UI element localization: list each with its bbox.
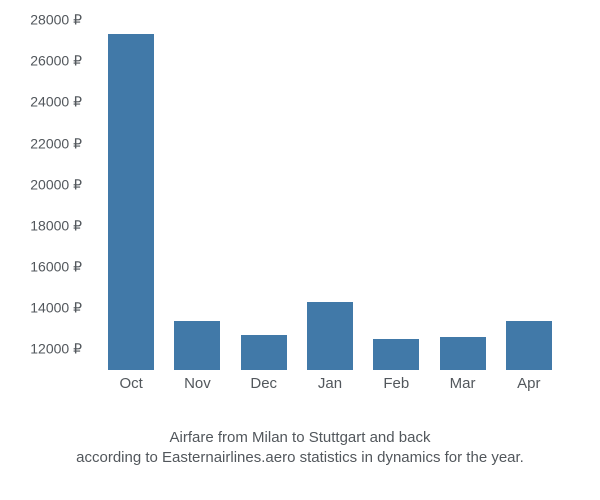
y-tick-label: 14000 ₽ [30,300,82,317]
chart-caption: Airfare from Milan to Stuttgart and back… [20,428,580,469]
bar [108,34,154,370]
x-tick-label: Feb [373,375,419,392]
x-axis: Oct Nov Dec Jan Feb Mar Apr [90,375,570,392]
airfare-chart: 12000 ₽ 14000 ₽ 16000 ₽ 18000 ₽ 20000 ₽ 22000… [20,20,580,410]
bar [307,302,353,370]
bar [373,339,419,370]
bar [506,321,552,370]
y-tick-label: 28000 ₽ [30,12,82,29]
y-tick-label: 24000 ₽ [30,94,82,111]
bar [440,337,486,370]
x-tick-label: Oct [108,375,154,392]
y-tick-label: 16000 ₽ [30,259,82,276]
plot-area [90,20,570,370]
bar [174,321,220,370]
y-tick-label: 20000 ₽ [30,176,82,193]
x-tick-label: Nov [174,375,220,392]
x-tick-label: Jan [307,375,353,392]
x-tick-label: Dec [241,375,287,392]
y-tick-label: 22000 ₽ [30,135,82,152]
y-tick-label: 26000 ₽ [30,53,82,70]
x-tick-label: Apr [506,375,552,392]
caption-line-2: according to Easternairlines.aero statis… [20,448,580,468]
y-tick-label: 12000 ₽ [30,341,82,358]
bar [241,335,287,370]
x-tick-label: Mar [440,375,486,392]
y-tick-label: 18000 ₽ [30,217,82,234]
caption-line-1: Airfare from Milan to Stuttgart and back [20,428,580,448]
y-axis: 12000 ₽ 14000 ₽ 16000 ₽ 18000 ₽ 20000 ₽ 22000… [20,20,90,370]
